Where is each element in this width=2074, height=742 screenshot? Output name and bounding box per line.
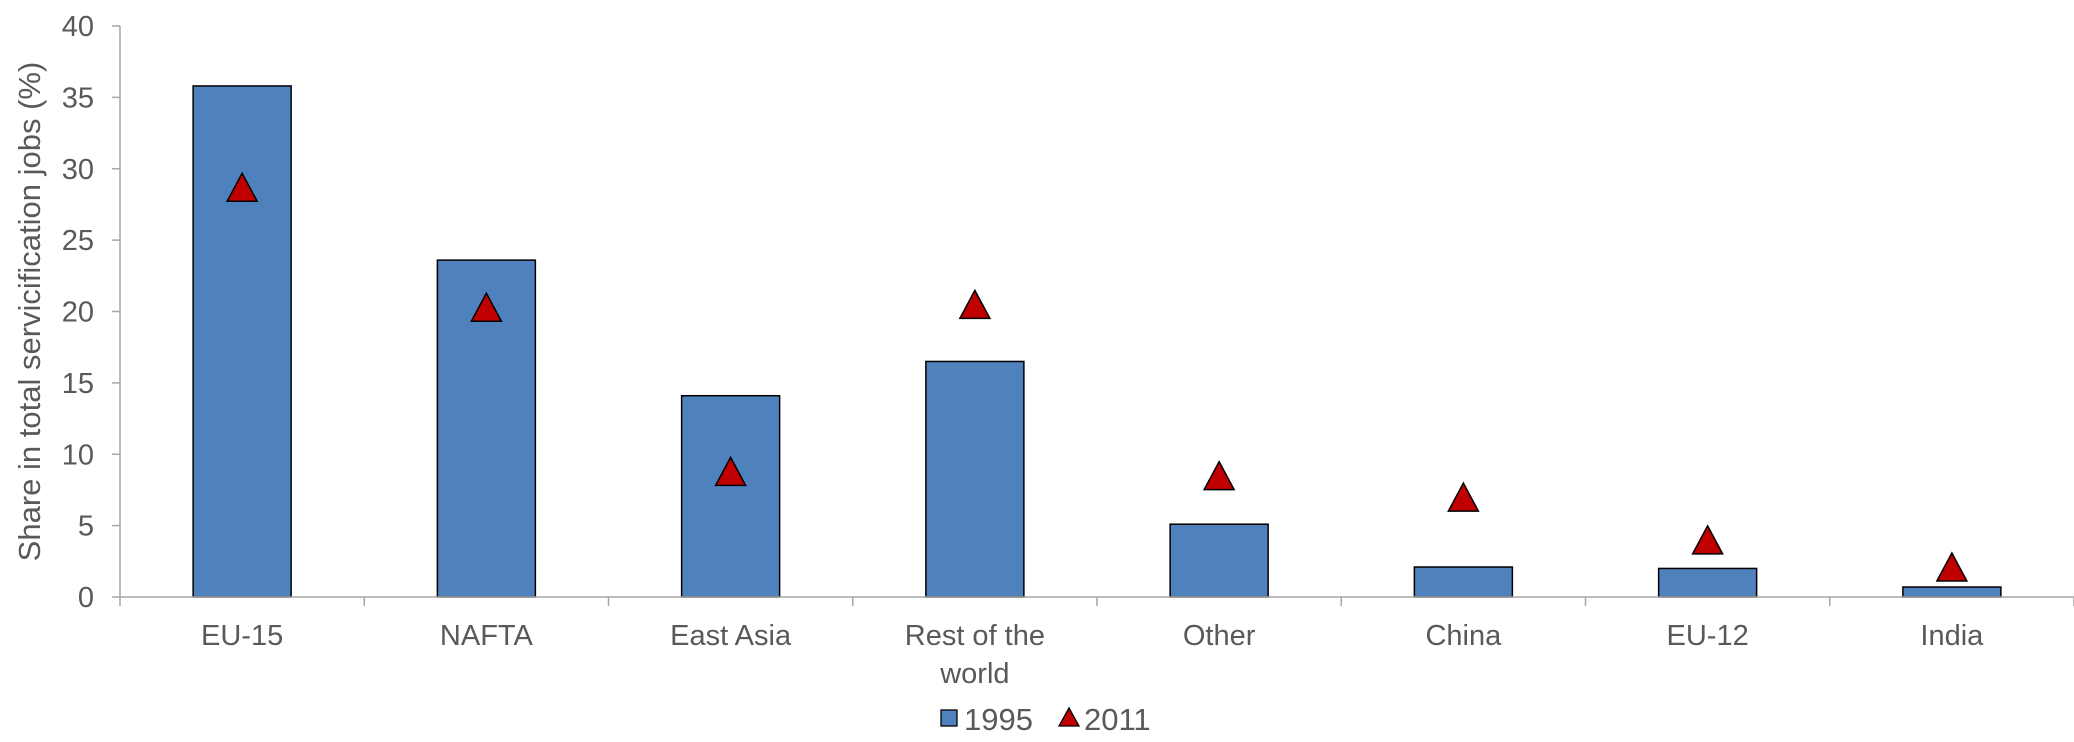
marker-2011 [714,455,747,487]
x-tick-label: China [1425,620,1502,652]
x-tick-label: NAFTA [440,620,534,652]
marker-2011 [1202,460,1236,491]
bar-1995 [680,394,781,598]
legend-swatch-2011 [1057,706,1081,727]
x-tick-label: Rest of the [905,620,1045,652]
bar-1995 [1169,523,1269,598]
legend-label-1995: 1995 [964,702,1033,737]
x-tick-label: East Asia [670,620,792,652]
y-axis-title-group: Share in total servicification jobs (%) [12,62,47,562]
y-tick-label: 0 [78,582,94,614]
marker-series-2011 [225,171,1969,582]
y-tick-label: 30 [62,154,94,186]
marker-2011 [958,288,992,320]
marker-2011 [470,291,503,322]
legend: 1995 2011 [940,702,1151,737]
marker-2011 [1935,551,1969,582]
legend-swatch-1995 [940,709,958,727]
y-tick-label: 15 [62,368,94,400]
y-tick-label: 10 [62,439,94,471]
bar-1995 [192,85,292,598]
x-axis: EU-15 NAFTA East Asia Rest of the world Other… [119,596,2074,690]
legend-label-2011: 2011 [1084,702,1151,737]
bar-1995 [1657,567,1758,598]
marker-2011 [225,171,259,203]
x-tick-label: Other [1183,620,1256,652]
marker-2011 [1691,524,1724,555]
x-tick-label: world [939,658,1009,690]
bar-1995 [1902,586,2002,598]
y-axis-title: Share in total servicification jobs (%) [12,62,47,562]
bar-1995 [1413,566,1514,598]
y-axis: 0 5 10 15 20 25 30 35 40 [62,11,121,614]
y-tick-label: 20 [62,297,94,329]
y-tick-label: 5 [78,511,94,543]
bar-1995 [925,360,1025,598]
bar-series-1995 [192,85,2002,598]
x-tick-label: India [1920,620,1984,652]
y-tick-label: 40 [62,11,94,43]
y-tick-label: 25 [62,225,94,257]
y-tick-label: 35 [62,82,94,114]
marker-2011 [1447,481,1480,512]
x-tick-label: EU-12 [1667,620,1749,652]
x-tick-label: EU-15 [201,620,283,652]
